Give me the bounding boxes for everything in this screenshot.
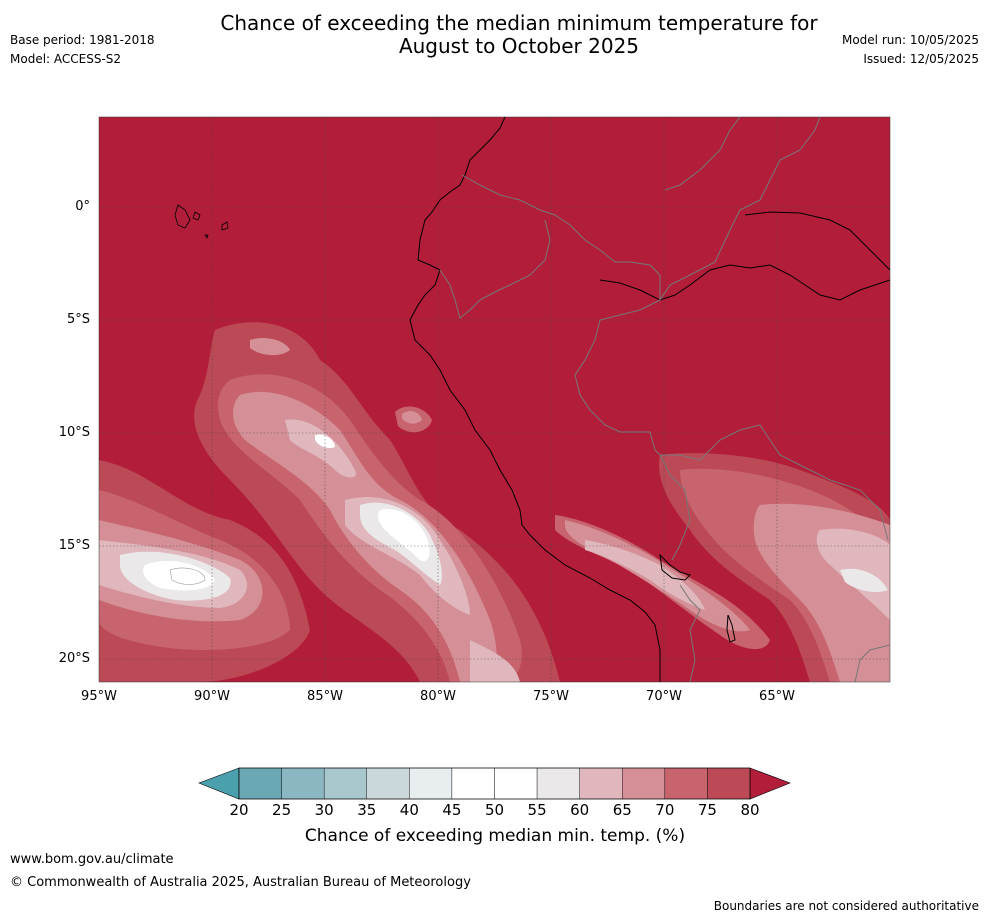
colorbar-cell	[451, 767, 495, 800]
issued-text: Issued: 12/05/2025	[863, 52, 979, 66]
galapagos-islands	[174, 204, 229, 239]
website-text: www.bom.gov.au/climate	[10, 852, 174, 867]
colorbar-cell	[238, 767, 282, 800]
lon-label-65w: 65°W	[759, 689, 795, 704]
colorbar-cell	[579, 767, 623, 800]
colorbar-tick-label: 60	[570, 801, 590, 819]
colorbar-cell	[281, 767, 325, 800]
graticule	[99, 117, 890, 682]
ocean-contour-west	[99, 460, 310, 682]
colorbar-tick-label: 35	[357, 801, 377, 819]
lat-label-15s: 15°S	[58, 538, 90, 553]
lon-label-80w: 80°W	[420, 689, 456, 704]
colorbar-cell	[536, 767, 580, 800]
interior-contour-east	[659, 453, 890, 682]
lon-label-85w: 85°W	[307, 689, 343, 704]
title-line-2: August to October 2025	[398, 34, 640, 58]
north-coast	[744, 211, 890, 271]
lon-label-90w: 90°W	[194, 689, 230, 704]
colorbar-cell	[664, 767, 708, 800]
colorbar-over-arrow	[749, 767, 791, 800]
country-borders	[439, 117, 890, 682]
colorbar-cell	[707, 767, 751, 800]
colorbar-tick-label: 45	[442, 801, 462, 819]
lat-label-10s: 10°S	[58, 425, 90, 440]
colorbar-tick-label: 30	[314, 801, 334, 819]
colorbar-cell	[409, 767, 453, 800]
amazon-outline	[599, 264, 890, 301]
colorbar-tick-label: 40	[399, 801, 419, 819]
colorbar-tick-label: 55	[527, 801, 547, 819]
colorbar-cell	[622, 767, 666, 800]
disclaimer-text: Boundaries are not considered authoritat…	[713, 899, 979, 913]
map-frame	[98, 116, 891, 683]
lat-label-5s: 5°S	[66, 312, 90, 327]
base-period-text: Base period: 1981-2018	[10, 33, 155, 47]
model-run-text: Model run: 10/05/2025	[841, 33, 979, 47]
colorbar-tick-label: 20	[229, 801, 249, 819]
colorbar-cell	[494, 767, 538, 800]
copyright-text: © Commonwealth of Australia 2025, Austra…	[10, 875, 471, 890]
colorbar-tick-label: 75	[697, 801, 717, 819]
colorbar-cell	[323, 767, 367, 800]
map-title: Chance of exceeding the median minimum t…	[0, 12, 988, 58]
lon-label-95w: 95°W	[81, 689, 117, 704]
colorbar-tick-label: 50	[484, 801, 505, 819]
andes-contour	[555, 515, 770, 650]
colorbar-under-arrow	[198, 767, 240, 800]
lon-label-70w: 70°W	[646, 689, 682, 704]
lat-label-0: 0°	[75, 199, 90, 214]
lon-label-75w: 75°W	[533, 689, 569, 704]
colorbar-tick-label: 25	[272, 801, 292, 819]
colorbar-frame	[238, 767, 751, 800]
model-text: Model: ACCESS-S2	[10, 52, 122, 66]
colorbar-tick-label: 80	[740, 801, 760, 819]
lat-label-20s: 20°S	[58, 651, 90, 666]
colorbar-title: Chance of exceeding median min. temp. (%…	[304, 826, 686, 846]
lake-titicaca	[659, 553, 691, 581]
coastline	[409, 117, 661, 682]
colorbar-tick-label: 65	[612, 801, 632, 819]
colorbar	[198, 767, 791, 800]
title-line-1: Chance of exceeding the median minimum t…	[220, 11, 818, 35]
lake-poopo	[726, 614, 736, 643]
colorbar-tick-label: 70	[655, 801, 675, 819]
ocean-contour-central	[194, 322, 561, 682]
ocean-patch-inner	[402, 411, 422, 424]
colorbar-cell	[366, 767, 410, 800]
